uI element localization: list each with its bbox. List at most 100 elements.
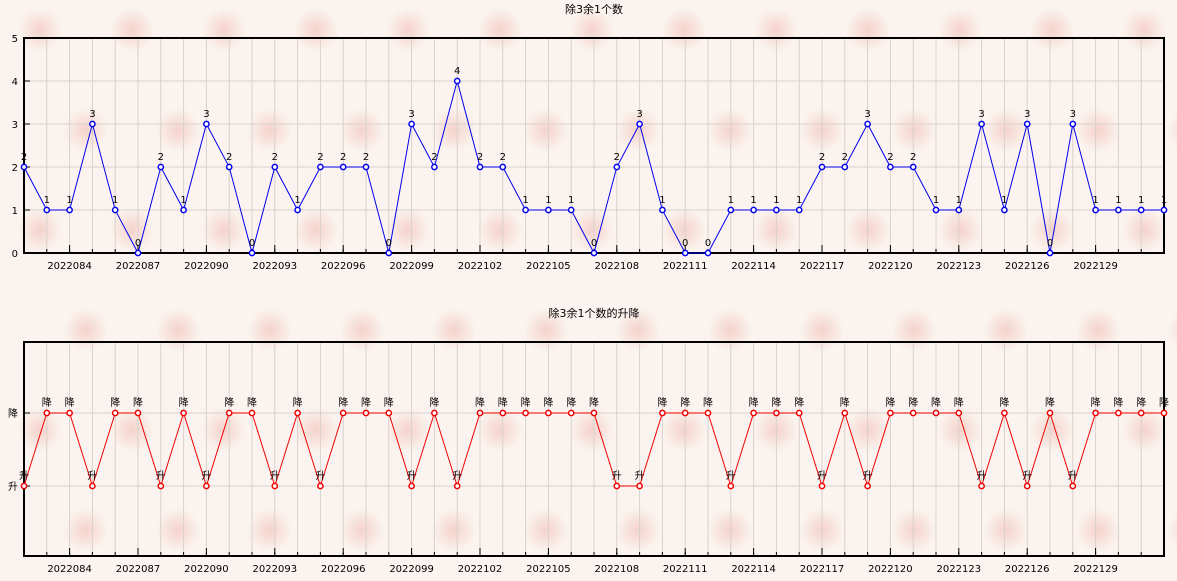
top-chart-x-axis: 2022084 2022087 2022090 2022093 2022096 20220… [23, 245, 1165, 272]
top-data-label: 1 [44, 195, 50, 206]
leaf-blot [432, 108, 476, 152]
top-data-label: 0 [682, 238, 688, 249]
top-data-label: 1 [750, 195, 756, 206]
leaf-blot [938, 408, 982, 452]
bottom-data-label: 降 [680, 396, 690, 409]
leaf-blot [432, 308, 476, 352]
bottom-x-tick-label: 2022090 [184, 564, 229, 575]
top-data-label: 3 [408, 109, 414, 120]
top-data-point [1160, 206, 1168, 214]
leaf-blot [984, 308, 1028, 352]
bottom-data-label: 降 [1091, 396, 1101, 409]
leaf-blot [524, 508, 568, 552]
bottom-data-point [1001, 409, 1008, 417]
bottom-data-label: 降 [224, 396, 234, 409]
bottom-data-label: 升 [19, 470, 29, 482]
top-data-label: 2 [910, 152, 916, 163]
top-data-point [134, 249, 142, 257]
leaf-blot [18, 208, 62, 252]
top-data-label: 0 [1047, 238, 1053, 249]
bottom-data-label: 降 [475, 396, 485, 409]
top-data-label: 1 [1092, 195, 1098, 206]
top-data-point [111, 206, 119, 214]
bottom-x-tick-label: 2022129 [1073, 564, 1118, 575]
leaf-blot [18, 408, 62, 452]
top-x-tick-label: 2022129 [1073, 261, 1118, 272]
leaf-blot [984, 508, 1028, 552]
bottom-data-point [89, 482, 96, 490]
top-data-label: 3 [636, 109, 642, 120]
bottom-data-label: 升 [315, 470, 325, 482]
top-x-tick-label: 2022126 [1005, 261, 1050, 272]
top-data-label: 1 [956, 195, 962, 206]
top-chart-title: 除3余1个数 [565, 2, 623, 16]
bottom-data-point [636, 482, 643, 490]
top-y-tick-label: 5 [12, 34, 18, 45]
bottom-x-tick-label: 2022108 [595, 564, 640, 575]
top-data-point [294, 206, 301, 214]
leaf-blot [708, 108, 752, 152]
top-data-point [864, 120, 871, 128]
bottom-x-tick-label: 2022114 [731, 564, 776, 575]
bottom-data-label: 降 [931, 396, 941, 409]
top-data-point [385, 249, 393, 257]
bottom-data-point [66, 409, 73, 417]
top-data-label: 3 [203, 109, 209, 120]
leaf-blot [1122, 408, 1166, 452]
top-data-label: 2 [819, 152, 825, 163]
leaf-blot [1076, 508, 1120, 552]
top-data-label: 1 [1115, 195, 1121, 206]
top-data-label: 1 [568, 195, 574, 206]
bottom-data-point [1069, 482, 1077, 490]
leaf-blot [386, 8, 430, 52]
bottom-data-point [978, 482, 985, 490]
bottom-data-label: 降 [338, 396, 348, 409]
top-data-label: 2 [431, 152, 437, 163]
top-x-tick-label: 2022120 [868, 261, 913, 272]
bottom-data-point [43, 409, 51, 417]
top-x-tick-label: 2022084 [47, 261, 92, 272]
bottom-data-point [887, 409, 894, 417]
bottom-data-point [362, 409, 370, 417]
bottom-data-point [339, 409, 347, 417]
bottom-chart-grid [23, 342, 1165, 556]
top-data-point [225, 163, 233, 171]
leaf-blot [708, 508, 752, 552]
bottom-data-point [1115, 409, 1122, 417]
bottom-x-tick-label: 2022120 [868, 564, 913, 575]
bottom-data-point [567, 409, 575, 417]
bottom-data-label: 升 [87, 470, 97, 482]
top-data-label: 1 [1138, 195, 1144, 206]
top-data-label: 1 [66, 195, 72, 206]
leaf-blot [662, 208, 706, 252]
leaf-blot [294, 208, 338, 252]
top-data-label: 2 [887, 152, 893, 163]
bottom-data-point [727, 482, 735, 490]
bottom-data-point [864, 482, 871, 490]
top-data-label: 2 [317, 152, 323, 163]
bottom-x-tick-label: 2022084 [47, 564, 92, 575]
leaf-background-pattern [18, 8, 1177, 552]
top-data-point [499, 163, 507, 171]
bottom-x-tick-label: 2022123 [937, 564, 982, 575]
bottom-data-point [385, 409, 393, 417]
leaf-blot [892, 308, 936, 352]
leaf-blot [340, 108, 384, 152]
bottom-data-point [431, 409, 438, 417]
leaf-blot [64, 308, 108, 352]
top-data-label: 0 [135, 238, 141, 249]
bottom-data-point [271, 482, 279, 490]
leaf-blot [1076, 308, 1120, 352]
leaf-blot [110, 208, 154, 252]
top-data-label: 1 [180, 195, 186, 206]
top-data-label: 0 [249, 238, 255, 249]
top-data-point [89, 120, 96, 128]
leaf-blot [478, 208, 522, 252]
top-data-point [545, 206, 552, 214]
top-data-point [20, 163, 28, 171]
leaf-blot [18, 8, 62, 52]
bottom-data-label: 降 [749, 396, 759, 409]
top-data-label: 0 [386, 238, 392, 249]
top-data-point [1137, 206, 1145, 214]
bottom-data-point [522, 409, 529, 417]
